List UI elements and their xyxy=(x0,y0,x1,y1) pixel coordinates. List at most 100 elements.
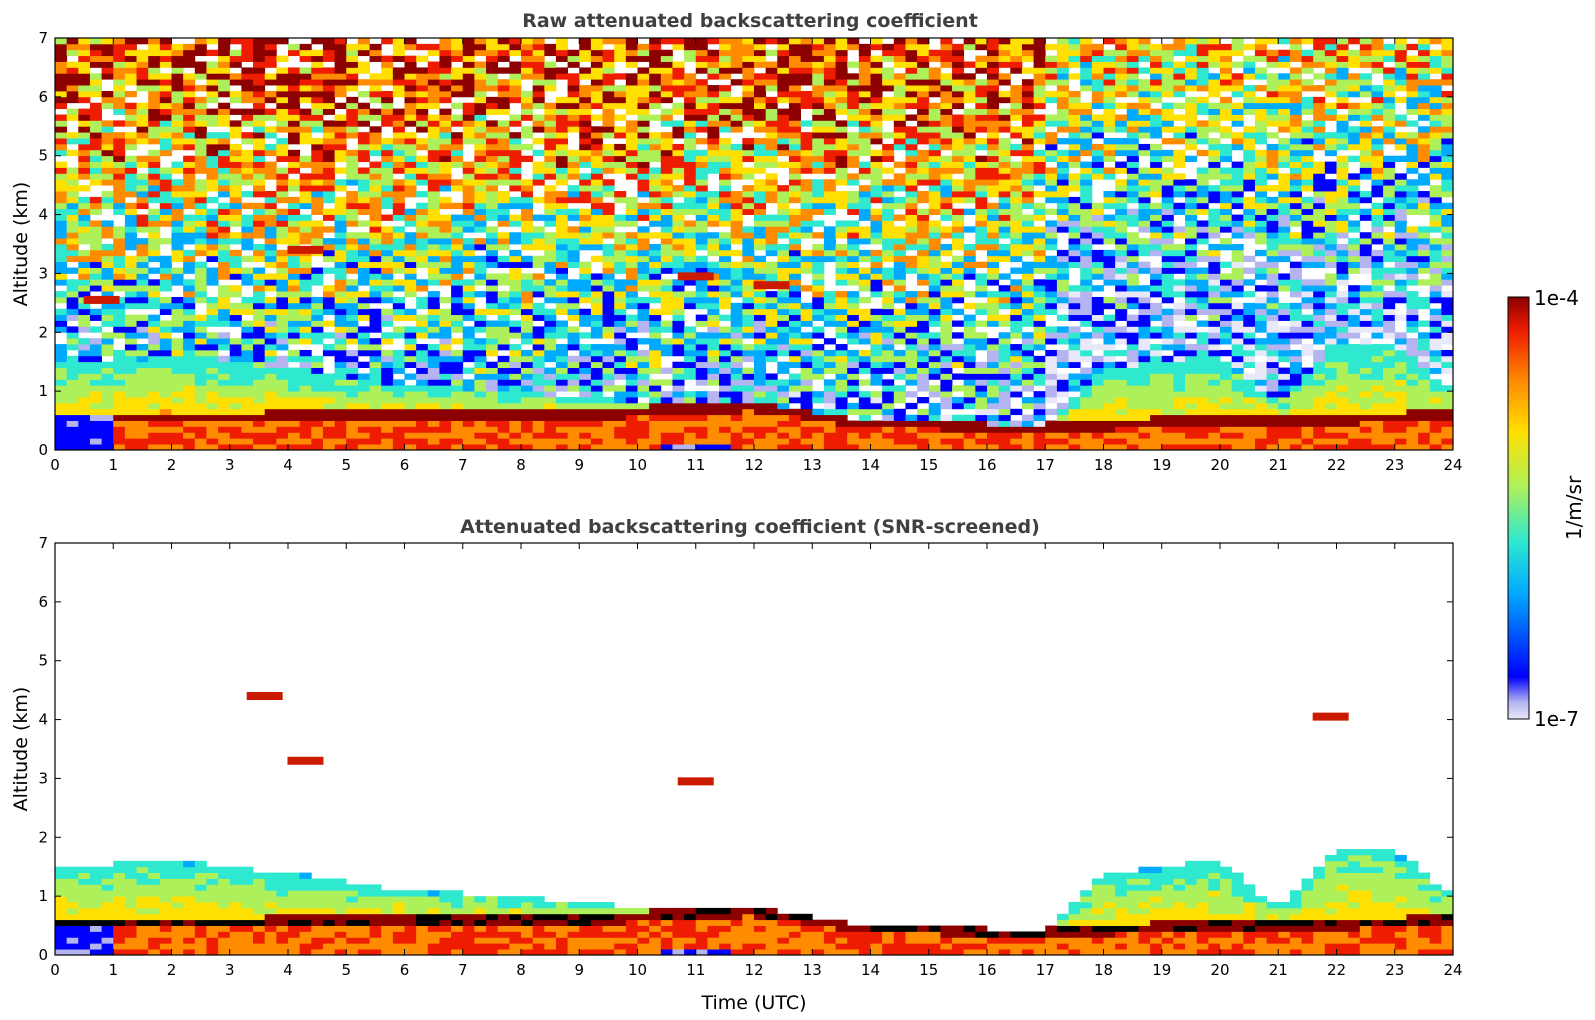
heatmap-cell xyxy=(334,249,347,257)
heatmap-cell xyxy=(299,173,312,180)
heatmap-cell xyxy=(684,179,697,186)
heatmap-cell xyxy=(299,367,312,374)
heatmap-cell xyxy=(171,338,184,345)
heatmap-cell xyxy=(416,373,429,380)
heatmap-cell xyxy=(532,355,545,363)
heatmap-cell xyxy=(218,285,231,292)
heatmap-cell xyxy=(812,291,825,298)
heatmap-cell xyxy=(823,291,836,298)
heatmap-cell xyxy=(893,332,906,339)
heatmap-cell xyxy=(451,338,464,345)
heatmap-cell xyxy=(113,261,126,268)
heatmap-cell xyxy=(78,138,91,145)
heatmap-cell xyxy=(78,361,91,368)
heatmap-cell xyxy=(113,132,126,139)
heatmap-cell xyxy=(474,344,487,351)
heatmap-cell xyxy=(567,408,580,416)
heatmap-cell xyxy=(229,361,242,368)
heatmap-cell xyxy=(381,149,394,157)
heatmap-cell xyxy=(928,73,941,80)
heatmap-cell xyxy=(590,238,603,245)
heatmap-cell xyxy=(707,167,720,174)
heatmap-cell xyxy=(148,326,161,333)
heatmap-cell xyxy=(322,308,335,316)
heatmap-cell xyxy=(905,208,918,215)
heatmap-cell xyxy=(136,214,149,221)
heatmap-cell xyxy=(148,432,161,439)
heatmap-cell xyxy=(719,326,732,333)
heatmap-cell xyxy=(858,267,871,274)
heatmap-cell xyxy=(404,438,417,445)
heatmap-cell xyxy=(404,355,417,363)
heatmap-cell xyxy=(823,114,836,121)
heatmap-cell xyxy=(264,367,277,374)
heatmap-cell xyxy=(952,402,965,410)
heatmap-cell xyxy=(276,367,289,374)
heatmap-cell xyxy=(940,438,953,445)
heatmap-cell xyxy=(124,414,137,421)
heatmap-cell xyxy=(555,285,568,292)
heatmap-cell xyxy=(823,49,836,57)
heatmap-cell xyxy=(707,114,720,121)
heatmap-cell xyxy=(567,90,580,98)
heatmap-cell xyxy=(427,344,440,351)
heatmap-cell xyxy=(264,261,277,268)
heatmap-cell xyxy=(311,408,324,416)
heatmap-cell xyxy=(148,444,161,451)
heatmap-cell xyxy=(241,79,254,86)
heatmap-cell xyxy=(928,373,941,380)
heatmap-cell xyxy=(625,402,638,410)
heatmap-cell xyxy=(148,279,161,286)
heatmap-cell xyxy=(451,179,464,186)
heatmap-cell xyxy=(241,367,254,374)
heatmap-cell xyxy=(288,414,301,421)
heatmap-cell xyxy=(288,79,301,86)
heatmap-cell xyxy=(649,402,662,410)
heatmap-cell xyxy=(590,173,603,180)
heatmap-cell xyxy=(579,296,592,304)
heatmap-cell xyxy=(858,85,871,92)
heatmap-cell xyxy=(870,161,883,168)
heatmap-cell xyxy=(101,143,114,151)
heatmap-cell xyxy=(322,143,335,151)
heatmap-cell xyxy=(497,361,510,368)
heatmap-cell xyxy=(835,326,848,333)
heatmap-cell xyxy=(823,367,836,374)
heatmap-cell xyxy=(695,379,708,386)
heatmap-cell xyxy=(695,220,708,227)
heatmap-cell xyxy=(462,355,475,363)
heatmap-cell xyxy=(812,55,825,62)
heatmap-cell xyxy=(276,79,289,86)
heatmap-cell xyxy=(707,61,720,68)
heatmap-cell xyxy=(357,267,370,274)
heatmap-cell xyxy=(754,108,767,115)
heatmap-cell xyxy=(684,438,697,445)
heatmap-cell xyxy=(754,73,767,80)
heatmap-cell xyxy=(299,426,312,433)
heatmap-cell xyxy=(614,132,627,139)
heatmap-cell xyxy=(777,90,790,98)
heatmap-cell xyxy=(322,267,335,274)
heatmap-cell xyxy=(439,132,452,139)
heatmap-cell xyxy=(509,214,522,221)
heatmap-cell xyxy=(521,355,534,363)
heatmap-cell xyxy=(555,73,568,80)
heatmap-cell xyxy=(625,38,638,45)
heatmap-cell xyxy=(567,126,580,133)
heatmap-cell xyxy=(835,120,848,127)
heatmap-cell xyxy=(218,179,231,186)
heatmap-cell xyxy=(823,179,836,186)
heatmap-cell xyxy=(416,220,429,227)
heatmap-cell xyxy=(136,161,149,168)
heatmap-cell xyxy=(754,420,767,427)
heatmap-cell xyxy=(392,414,405,421)
heatmap-cell xyxy=(148,379,161,386)
heatmap-cell xyxy=(952,355,965,363)
heatmap-cell xyxy=(183,302,196,310)
heatmap-cell xyxy=(730,67,743,74)
heatmap-cell xyxy=(171,108,184,115)
heatmap-cell xyxy=(276,302,289,310)
heatmap-cell xyxy=(835,397,848,404)
heatmap-cell xyxy=(532,149,545,157)
heatmap-cell xyxy=(882,67,895,74)
